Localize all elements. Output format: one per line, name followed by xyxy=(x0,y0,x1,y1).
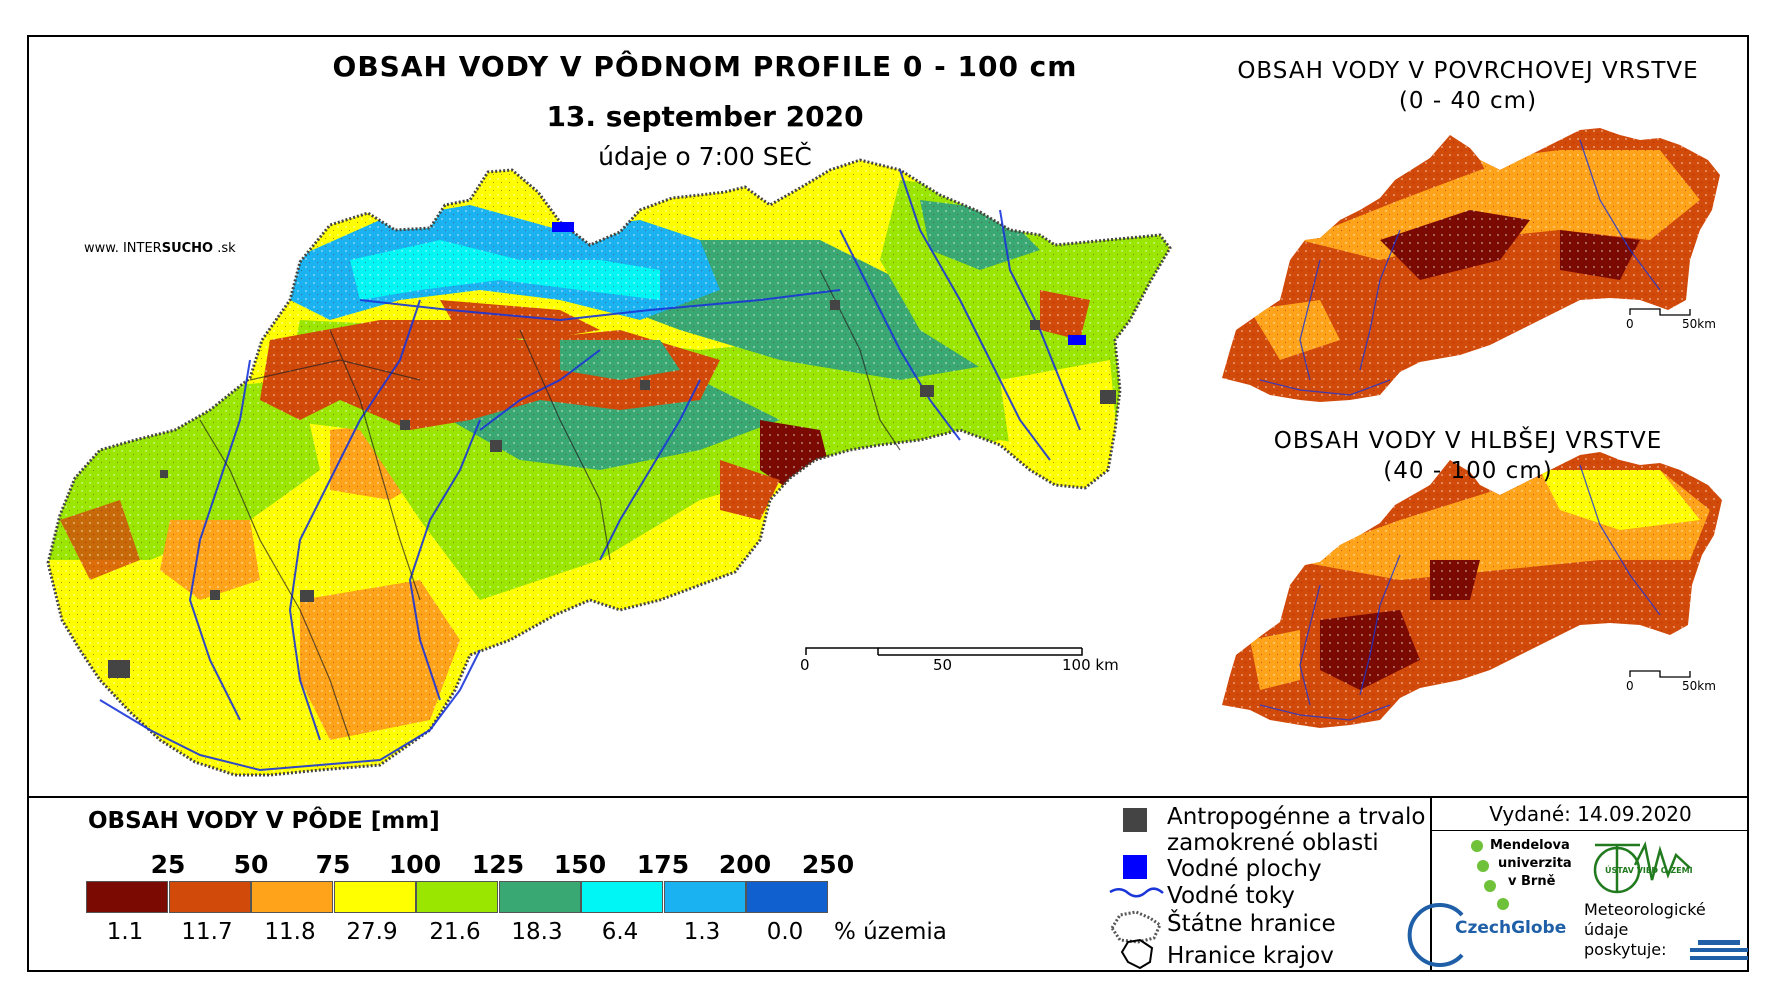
main-map-date: 13. september 2020 xyxy=(546,100,864,133)
legend-percent: 27.9 xyxy=(346,919,398,945)
mendelu-logo[interactable]: Mendelova univerzita v Brně xyxy=(1490,837,1572,891)
issued-date: Vydané: 14.09.2020 xyxy=(1489,802,1692,826)
inset-surface-scale-50: 50km xyxy=(1682,317,1716,331)
inset-surface-title: OBSAH VODY V POVRCHOVEJ VRSTVE (0 - 40 c… xyxy=(1233,56,1703,116)
issued-divider xyxy=(1432,830,1749,831)
mendelu-line: v Brně xyxy=(1508,874,1556,889)
map-frame xyxy=(27,35,1749,972)
inset-deep-title-line2: (40 - 100 cm) xyxy=(1383,458,1553,484)
legend-percent: 6.4 xyxy=(601,919,639,945)
meteo-line: údaje xyxy=(1584,920,1629,939)
legend-percent: 11.7 xyxy=(181,919,233,945)
main-scale-label-50: 50 xyxy=(933,656,953,674)
legend-percent: 11.8 xyxy=(264,919,316,945)
legend-percent: 18.3 xyxy=(511,919,563,945)
mendelu-line: Mendelova xyxy=(1490,838,1570,853)
main-map-title: OBSAH VODY V PÔDNOM PROFILE 0 - 100 cm xyxy=(332,50,1078,83)
legend-percent: 0.0 xyxy=(766,919,804,945)
inset-deep-title: OBSAH VODY V HLBŠEJ VRSTVE (40 - 100 cm) xyxy=(1233,426,1703,486)
key-water-areas: Vodné plochy xyxy=(1167,856,1322,882)
key-state-border: Štátne hranice xyxy=(1167,911,1336,937)
anthropogenic-swatch xyxy=(1123,808,1147,832)
legend-threshold: 100 xyxy=(388,850,442,879)
legend-color-box xyxy=(416,881,498,913)
inset-surface-title-line2: (0 - 40 cm) xyxy=(1398,88,1538,114)
legend-color-box xyxy=(251,881,333,913)
meteo-line: poskytuje: xyxy=(1584,940,1667,959)
legend-threshold: 50 xyxy=(233,850,269,879)
legend-percent: 1.1 xyxy=(106,919,144,945)
key-rivers: Vodné toky xyxy=(1167,883,1295,909)
key-anthropogenic: Antropogénne a trvalo zamokrené oblasti xyxy=(1167,804,1425,856)
legend-threshold: 25 xyxy=(150,850,186,879)
uvz-logo[interactable]: ÚSTAV VIED O ZEMI xyxy=(1605,866,1693,875)
legend-color-box xyxy=(498,881,581,913)
legend-threshold: 125 xyxy=(471,850,525,879)
key-anthropogenic-line1: Antropogénne a trvalo xyxy=(1167,804,1426,830)
legend-color-box xyxy=(168,881,251,913)
legend-threshold: 250 xyxy=(801,850,855,879)
logo-accent: SUCHO xyxy=(161,241,214,256)
credits-divider xyxy=(1430,796,1432,972)
legend-color-box xyxy=(663,881,746,913)
logo-suffix: .sk xyxy=(213,241,236,256)
legend-color-box xyxy=(86,881,168,913)
legend-divider xyxy=(27,796,1749,798)
meteo-line: Meteorologické xyxy=(1584,900,1706,919)
legend-threshold: 75 xyxy=(315,850,351,879)
czechglobe-logo[interactable]: CzechGlobe xyxy=(1455,918,1567,938)
legend-percent: 1.3 xyxy=(683,919,721,945)
legend-percent: 21.6 xyxy=(429,919,481,945)
legend-title: OBSAH VODY V PÔDE [mm] xyxy=(88,808,440,834)
inset-deep-title-line1: OBSAH VODY V HLBŠEJ VRSTVE xyxy=(1273,428,1663,454)
main-scale-label-100: 100 km xyxy=(1062,656,1119,674)
legend-threshold: 200 xyxy=(718,850,772,879)
main-map-time: údaje o 7:00 SEČ xyxy=(598,142,812,171)
meteo-credit: Meteorologické údaje poskytuje: xyxy=(1584,900,1706,960)
legend-percent-unit: % územia xyxy=(834,919,947,945)
key-anthropogenic-line2: zamokrené oblasti xyxy=(1167,830,1379,856)
key-region-border: Hranice krajov xyxy=(1167,943,1334,969)
legend-color-box xyxy=(333,881,416,913)
legend-threshold: 175 xyxy=(636,850,690,879)
intersucho-logo[interactable]: www. INTERSUCHO .sk xyxy=(84,241,236,256)
legend-color-box xyxy=(746,881,828,913)
inset-deep-scale-50: 50km xyxy=(1682,679,1716,693)
main-scale-label-0: 0 xyxy=(800,656,810,674)
inset-deep-scale-0: 0 xyxy=(1626,679,1634,693)
legend-color-box xyxy=(581,881,663,913)
inset-surface-title-line1: OBSAH VODY V POVRCHOVEJ VRSTVE xyxy=(1237,58,1699,84)
water-swatch xyxy=(1123,855,1147,879)
inset-surface-scale-0: 0 xyxy=(1626,317,1634,331)
mendelu-line: univerzita xyxy=(1498,856,1572,871)
legend-threshold: 150 xyxy=(553,850,607,879)
logo-prefix: www. INTER xyxy=(84,241,162,256)
